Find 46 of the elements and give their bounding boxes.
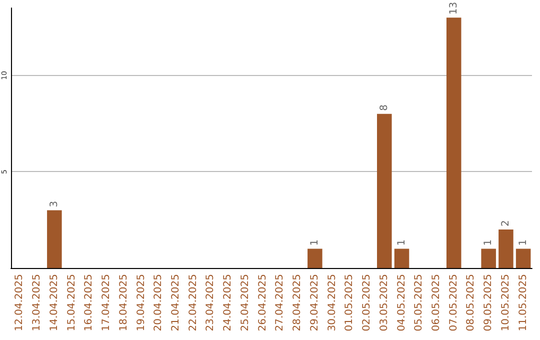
data-label: 2 bbox=[500, 220, 512, 226]
x-tick-label: 29.04.2025 bbox=[309, 274, 320, 332]
x-tick-label: 17.04.2025 bbox=[101, 274, 112, 332]
x-tick-label: 22.04.2025 bbox=[188, 274, 199, 332]
x-tick-label: 28.04.2025 bbox=[292, 274, 304, 332]
x-tick-label: 16.04.2025 bbox=[84, 274, 95, 332]
bar bbox=[308, 248, 322, 268]
x-tick-label: 18.04.2025 bbox=[118, 274, 130, 332]
x-tick-label: 01.05.2025 bbox=[344, 274, 356, 332]
data-label: 1 bbox=[309, 239, 320, 246]
data-label: 3 bbox=[48, 200, 60, 208]
x-tick-label: 21.04.2025 bbox=[170, 274, 182, 332]
bar bbox=[47, 210, 62, 268]
x-tick-label: 15.04.2025 bbox=[66, 274, 78, 332]
x-tick-label: 24.04.2025 bbox=[222, 274, 234, 332]
data-label: 1 bbox=[483, 239, 494, 246]
x-tick-label: 27.04.2025 bbox=[274, 274, 286, 332]
data-label: 8 bbox=[378, 104, 390, 111]
x-tick-label: 10.05.2025 bbox=[500, 274, 512, 332]
data-label: 1 bbox=[518, 239, 529, 246]
x-tick-label: 04.05.2025 bbox=[396, 274, 408, 332]
x-tick-label: 23.04.2025 bbox=[205, 274, 216, 332]
x-tick-label: 20.04.2025 bbox=[153, 274, 164, 332]
bar bbox=[394, 248, 410, 268]
bar bbox=[377, 114, 392, 268]
x-tick-label: 08.05.2025 bbox=[466, 274, 477, 332]
bar bbox=[446, 18, 462, 268]
data-label: 1 bbox=[396, 239, 408, 246]
bar bbox=[498, 229, 514, 268]
x-tick-label: 07.05.2025 bbox=[448, 274, 460, 332]
bar bbox=[516, 248, 531, 268]
x-tick-label: 02.05.2025 bbox=[362, 274, 373, 332]
data-label: 13 bbox=[448, 2, 460, 15]
x-tick-label: 30.04.2025 bbox=[326, 274, 338, 332]
bar bbox=[481, 248, 496, 268]
x-tick-label: 19.04.2025 bbox=[136, 274, 147, 332]
x-tick-label: 14.04.2025 bbox=[48, 274, 60, 332]
x-tick-label: 25.04.2025 bbox=[240, 274, 251, 332]
x-tick-label: 13.04.2025 bbox=[32, 274, 43, 332]
x-tick-label: 11.05.2025 bbox=[518, 274, 529, 332]
x-tick-label: 09.05.2025 bbox=[483, 274, 494, 332]
x-tick-label: 12.04.2025 bbox=[14, 274, 26, 332]
x-tick-label: 06.05.2025 bbox=[430, 274, 442, 332]
x-tick-label: 26.04.2025 bbox=[257, 274, 268, 332]
x-tick-label: 03.05.2025 bbox=[378, 274, 390, 332]
x-tick-label: 05.05.2025 bbox=[414, 274, 425, 332]
